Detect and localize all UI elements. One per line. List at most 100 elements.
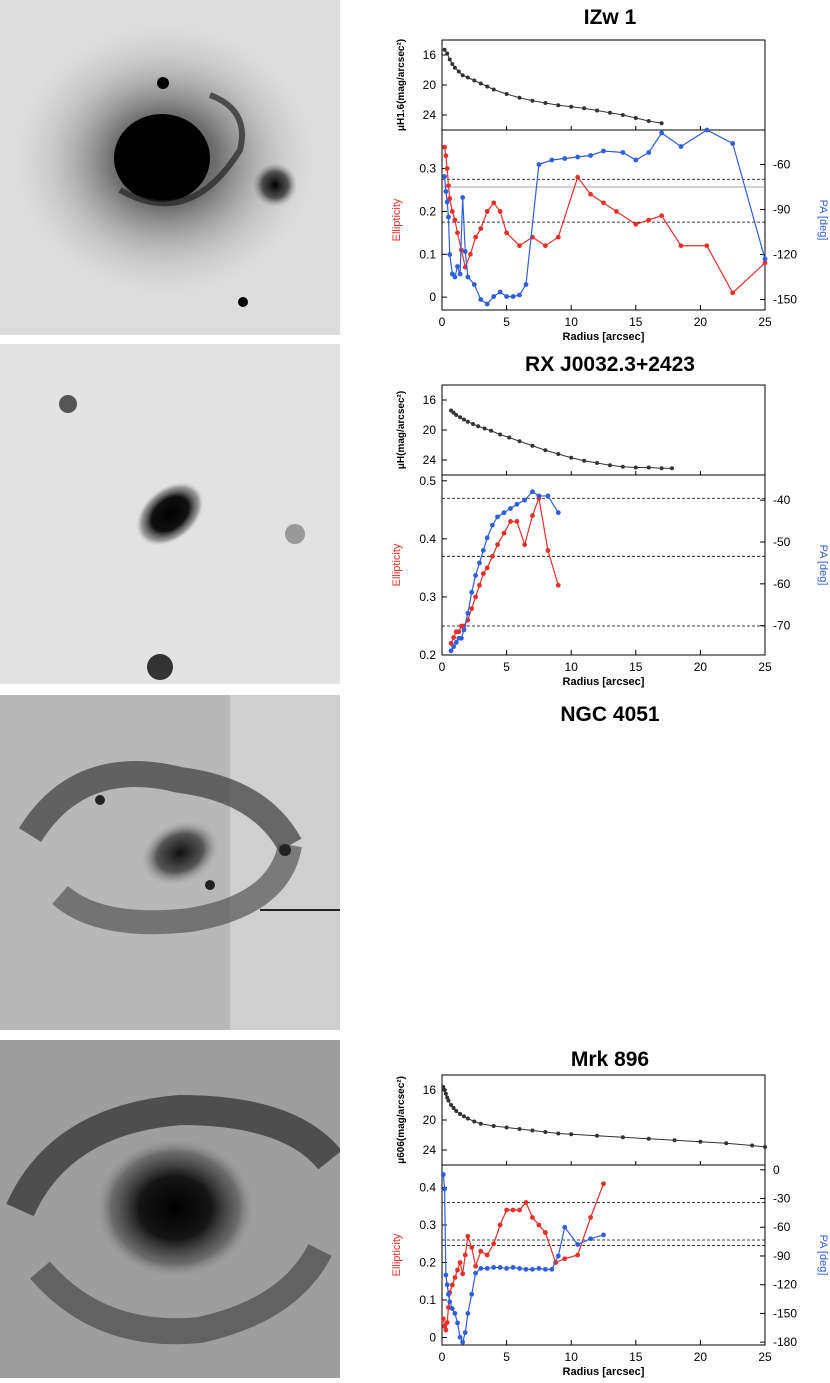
pa-y-tick-label: -120	[773, 1278, 797, 1292]
sb-y-tick-label: 20	[423, 1113, 437, 1127]
ellipticity-line	[450, 495, 559, 644]
position-angle-point	[457, 1334, 463, 1340]
sb-profile-point	[498, 432, 503, 437]
position-angle-point	[480, 547, 486, 553]
position-angle-point	[473, 573, 478, 578]
panel-title-ngc4051: NGC 4051	[560, 703, 660, 726]
position-angle-line	[443, 129, 766, 305]
galaxy-image-ngc4051	[0, 695, 340, 1030]
sb-profile-point	[489, 428, 494, 433]
position-angle-point	[453, 640, 459, 645]
ellipticity-point	[678, 243, 684, 249]
sb-profile-point	[445, 51, 450, 56]
x-axis-label: Radius [arcsec]	[563, 331, 645, 343]
position-angle-point	[549, 157, 555, 163]
sb-profile-line	[444, 49, 662, 124]
position-angle-point	[555, 510, 561, 516]
position-angle-point	[444, 1282, 450, 1288]
sb-profile-point	[449, 1103, 454, 1107]
galaxy-image-mrk896	[0, 1040, 340, 1378]
ellipticity-point	[501, 530, 507, 536]
x-tick-label: 5	[503, 315, 510, 329]
position-angle-point	[469, 1291, 475, 1297]
ell-y-axis-label: Ellipticity	[391, 198, 403, 241]
profile-plot-izw1: 0 5 10 15 20 25 Radius [arcsec] 16 20 24 μH1.6(mag…	[340, 0, 830, 350]
ellipticity-point	[530, 1215, 535, 1220]
ellipticity-point	[730, 290, 736, 296]
ellipticity-point	[480, 571, 486, 577]
panel-title-mrk896: Mrk 896	[570, 1048, 650, 1071]
ellipticity-point	[517, 1207, 522, 1213]
ellipticity-point	[446, 183, 451, 189]
ellipticity-point	[646, 217, 652, 223]
x-tick-label: 20	[694, 1350, 708, 1364]
sb-profile-point	[569, 104, 574, 109]
pa-y-tick-label: -150	[773, 293, 797, 307]
ellipticity-point	[762, 260, 768, 266]
sb-profile-point	[646, 119, 651, 123]
position-angle-point	[678, 144, 684, 149]
sb-profile-point	[530, 443, 535, 448]
ellipticity-point	[588, 191, 593, 197]
position-angle-point	[446, 1291, 451, 1297]
sb-profile-point	[724, 1141, 729, 1146]
ell-y-tick-label: 0.4	[419, 1181, 436, 1195]
ell-frame	[441, 474, 766, 656]
sb-profile-point	[633, 116, 638, 120]
sb-profile-point	[556, 1131, 561, 1136]
sb-profile-point	[595, 108, 600, 113]
sb-profile-point	[485, 84, 490, 89]
sb-profile-point	[465, 419, 470, 424]
position-angle-point	[449, 1306, 455, 1312]
sb-profile-point	[478, 81, 483, 86]
panel-title-rxj0032: RX J0032.3+2423	[525, 353, 695, 376]
sb-profile-point	[472, 78, 477, 83]
position-angle-point	[542, 1266, 548, 1272]
x-axis-label: Radius [arcsec]	[563, 676, 645, 688]
sb-profile-point	[450, 62, 455, 66]
position-angle-point	[457, 271, 463, 277]
x-tick-label: 15	[629, 660, 643, 674]
sb-profile-point	[750, 1143, 755, 1148]
position-angle-point	[575, 154, 581, 160]
pa-y-tick-label: -90	[773, 203, 791, 217]
position-angle-point	[460, 195, 466, 200]
sb-profile-point	[458, 1112, 463, 1116]
position-angle-point	[495, 514, 500, 520]
position-angle-point	[442, 1186, 447, 1192]
position-angle-point	[473, 1270, 478, 1276]
ellipticity-point	[542, 1230, 548, 1235]
ellipticity-point	[442, 1323, 447, 1329]
ell-y-axis-label: Ellipticity	[391, 1233, 403, 1276]
sb-profile-point	[458, 415, 463, 420]
pa-y-tick-label: 0	[773, 1163, 780, 1177]
position-angle-point	[478, 297, 484, 302]
pa-y-tick-label: -40	[773, 493, 791, 507]
x-axis-label: Radius [arcsec]	[563, 1366, 645, 1378]
position-angle-point	[477, 560, 482, 566]
position-angle-point	[501, 510, 507, 516]
x-tick-label: 0	[439, 660, 446, 674]
profile-plot-rxj0032: 0 5 10 15 20 25 Radius [arcsec] 16 20 24 μH(mag/ar…	[340, 345, 830, 695]
ellipticity-point	[448, 640, 454, 646]
sb-profile-point	[530, 98, 535, 103]
position-angle-point	[517, 292, 522, 298]
sb-y-tick-label: 24	[423, 453, 437, 467]
sb-profile-point	[543, 448, 548, 453]
ellipticity-point	[442, 144, 447, 150]
pa-y-tick-label: -90	[773, 1249, 791, 1263]
position-angle-point	[443, 189, 449, 194]
sb-y-axis-label: μ606(mag/arcsec²)	[396, 1076, 407, 1164]
ellipticity-point	[443, 153, 449, 159]
ell-y-tick-label: 0	[429, 1331, 436, 1345]
position-angle-point	[455, 1320, 460, 1326]
ell-frame	[441, 1164, 766, 1346]
x-tick-label: 10	[565, 660, 579, 674]
ellipticity-point	[452, 1275, 458, 1280]
sb-profile-point	[454, 1109, 459, 1113]
ellipticity-point	[530, 513, 535, 519]
sb-profile-point	[633, 465, 638, 470]
pa-y-tick-label: -30	[773, 1192, 791, 1206]
ell-y-tick-label: 0.2	[419, 1256, 436, 1270]
ell-y-tick-label: 0.3	[419, 590, 436, 604]
